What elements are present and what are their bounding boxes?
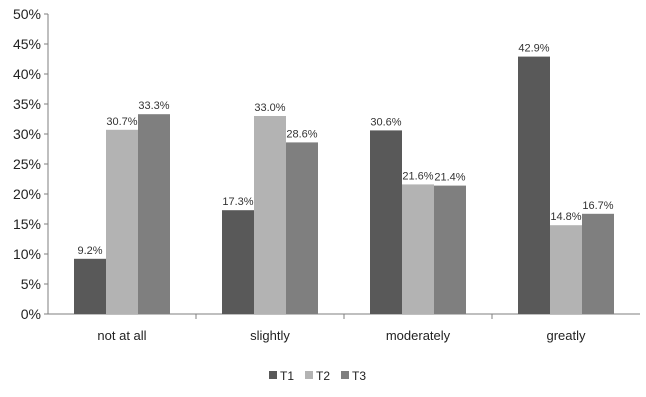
y-tick-label: 10% (13, 246, 41, 262)
data-label: 30.6% (370, 116, 401, 128)
x-category-label: not at all (97, 328, 146, 343)
bar-t2-not-at-all (106, 129, 138, 314)
data-label: 9.2% (77, 245, 102, 257)
data-label: 33.0% (254, 102, 285, 114)
axes: 0% 5% 10% 15% 20% 25% 30% 35% 40% 45% 50% not at al… (13, 6, 640, 343)
y-tick-label: 50% (13, 6, 41, 22)
bars (74, 56, 614, 314)
data-label: 21.4% (434, 172, 465, 184)
bar-t1-moderately (370, 130, 402, 314)
y-tick-label: 5% (21, 276, 41, 292)
data-label: 14.8% (550, 211, 581, 223)
data-label: 28.6% (286, 128, 317, 140)
y-tick-label: 20% (13, 186, 41, 202)
legend-label-t3: T3 (352, 369, 366, 383)
bar-t2-moderately (402, 184, 434, 314)
x-category-label: greatly (546, 328, 586, 343)
y-tick-label: 0% (21, 306, 41, 322)
bar-t1-not-at-all (74, 258, 106, 314)
y-tick-label: 35% (13, 96, 41, 112)
y-tick-label: 30% (13, 126, 41, 142)
legend-swatch-t3 (341, 371, 349, 379)
legend-label-t2: T2 (316, 369, 330, 383)
x-category-label: moderately (386, 328, 451, 343)
data-label: 33.3% (138, 100, 169, 112)
data-label: 21.6% (402, 170, 433, 182)
bar-t3-moderately (434, 185, 466, 314)
data-label: 30.7% (106, 116, 137, 128)
legend-swatch-t1 (269, 371, 277, 379)
bar-t3-slightly (286, 142, 318, 314)
bar-t3-not-at-all (138, 114, 170, 314)
data-labels: 9.2% 30.7%33.3% 17.3% 33.0% 28.6% 30.6% 21.6% 2… (77, 43, 613, 257)
y-tick-label: 25% (13, 156, 41, 172)
data-label: 42.9% (518, 43, 549, 55)
legend-label-t1: T1 (280, 369, 294, 383)
bar-t1-greatly (518, 56, 550, 314)
bar-t1-slightly (222, 210, 254, 314)
data-label: 17.3% (222, 196, 253, 208)
legend-swatch-t2 (305, 371, 313, 379)
y-tick-label: 15% (13, 216, 41, 232)
y-tick-label: 45% (13, 36, 41, 52)
bar-t2-slightly (254, 116, 286, 314)
legend: T1 T2 T3 (269, 369, 366, 383)
bar-t3-greatly (582, 213, 614, 314)
x-category-label: slightly (250, 328, 290, 343)
y-tick-label: 40% (13, 66, 41, 82)
bar-t2-greatly (550, 225, 582, 314)
data-label: 16.7% (582, 200, 613, 212)
